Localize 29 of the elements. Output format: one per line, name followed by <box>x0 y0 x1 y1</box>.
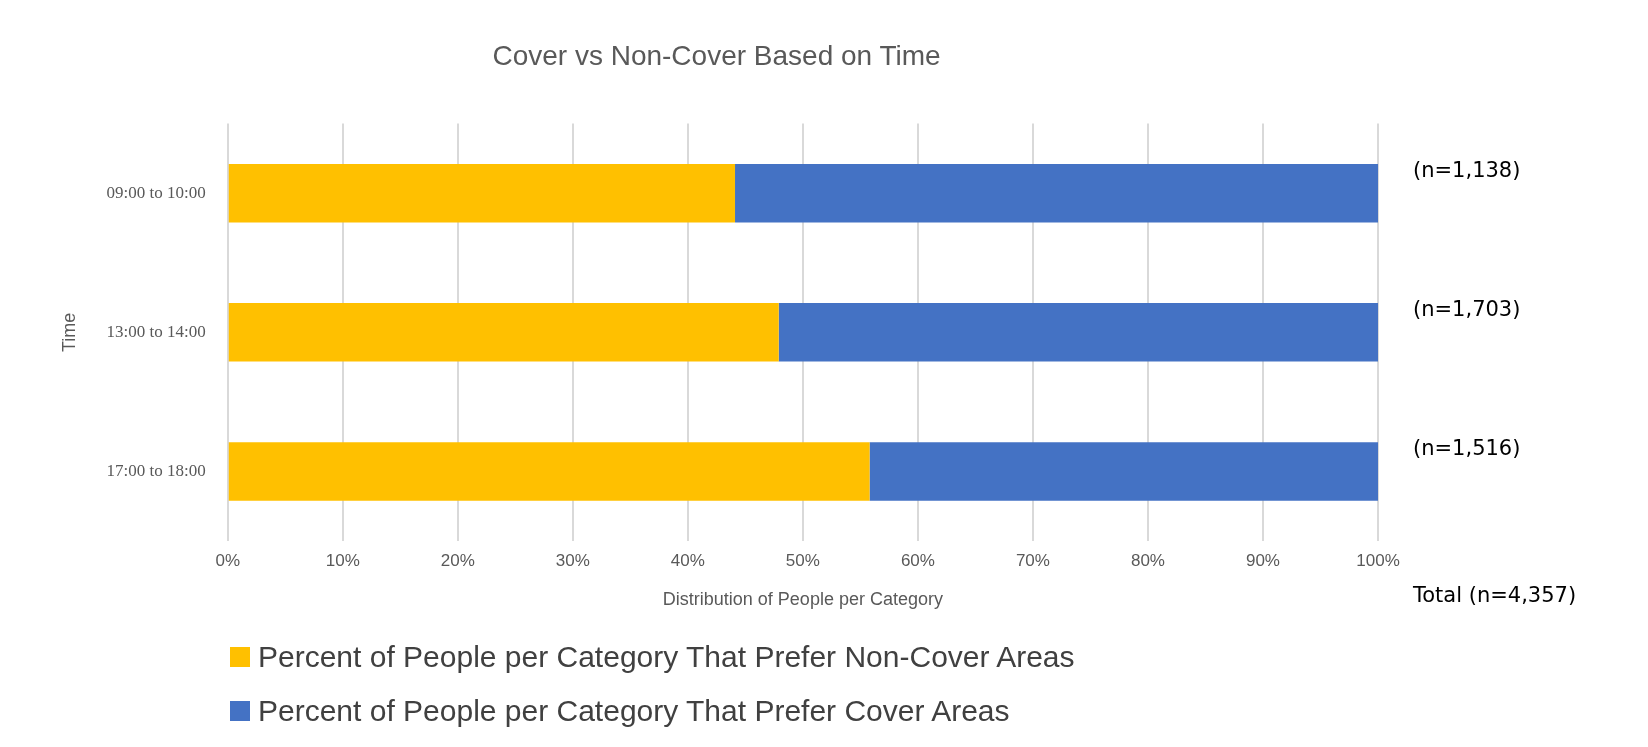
bar <box>869 442 1378 501</box>
bar <box>778 303 1378 362</box>
bar <box>228 442 870 501</box>
x-tick-label: 80% <box>1130 550 1165 570</box>
text: (n=1,703) <box>1413 296 1521 321</box>
x-tick-label: 70% <box>1015 550 1050 570</box>
text: Total (n=4,357) <box>1412 583 1577 608</box>
y-tick-label: 17:00 to 18:00 <box>106 460 206 480</box>
x-tick-label: 40% <box>670 550 705 570</box>
legend-label: Percent of People per Category That Prefer Non-Cover Areas <box>258 640 1075 674</box>
y-tick-label: 13:00 to 14:00 <box>106 321 206 341</box>
chart-title: Cover vs Non-Cover Based on Time <box>492 39 941 71</box>
y-tick-label: 09:00 to 10:00 <box>106 182 206 202</box>
x-tick-label: 20% <box>440 550 475 570</box>
x-tick-label: 100% <box>1356 550 1400 570</box>
x-tick-label: 60% <box>900 550 935 570</box>
bar <box>228 163 736 223</box>
x-tick-label: 0% <box>215 550 241 570</box>
x-tick-label: 90% <box>1245 550 1280 570</box>
x-axis-title: Distribution of People per Category <box>662 589 943 610</box>
text: (n=1,516) <box>1413 435 1521 460</box>
legend-label: Percent of People per Category That Prefer Cover Areas <box>258 694 1010 728</box>
text: (n=1,138) <box>1413 157 1521 182</box>
bar <box>735 163 1378 223</box>
bar <box>228 303 779 362</box>
x-tick-label: 10% <box>325 550 360 570</box>
y-axis-title: Time <box>58 312 79 352</box>
x-tick-label: 50% <box>785 550 820 570</box>
x-tick-label: 30% <box>555 550 590 570</box>
